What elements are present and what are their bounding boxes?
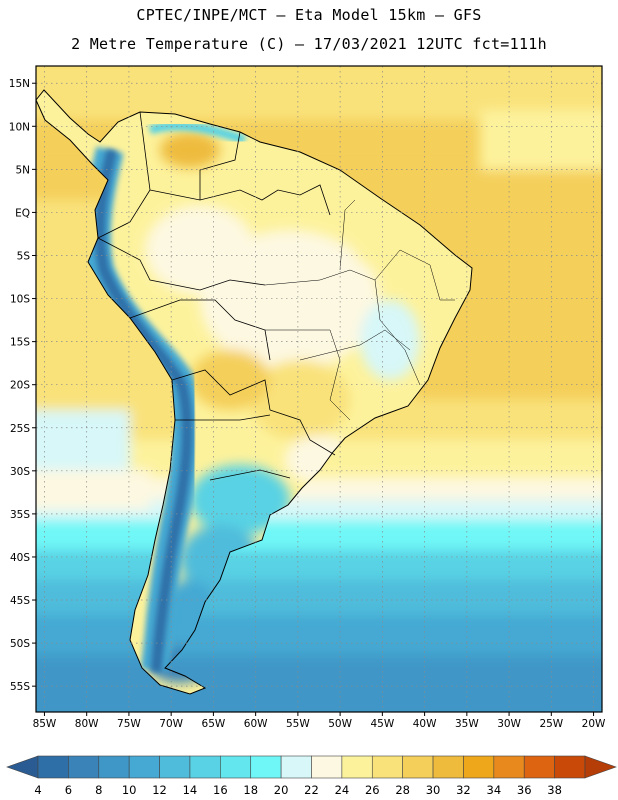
colorbar-label: 30 xyxy=(426,783,441,797)
lon-label: 25W xyxy=(539,718,563,730)
colorbar-label: 22 xyxy=(304,783,319,797)
colorbar-swatch xyxy=(371,755,403,779)
lat-label: 15S xyxy=(10,337,30,349)
colorbar-swatch xyxy=(159,755,191,779)
colorbar-label: 12 xyxy=(152,783,167,797)
colorbar: 4 6 8 10 12 14 16 18 20 22 24 26 28 30 32 34 36 38 xyxy=(6,755,617,797)
colorbar-swatch xyxy=(280,755,312,779)
lat-label: 35S xyxy=(10,509,30,521)
lat-label: 20S xyxy=(10,380,30,392)
colorbar-label: 24 xyxy=(335,783,350,797)
country-borders xyxy=(97,111,336,481)
colorbar-swatch xyxy=(98,755,130,779)
colorbar-label: 32 xyxy=(456,783,471,797)
lat-label: 10S xyxy=(10,294,30,306)
colorbar-swatch xyxy=(37,755,69,779)
lon-label: 50W xyxy=(328,718,352,730)
colorbar-swatch xyxy=(463,755,495,779)
colorbar-swatch xyxy=(493,755,525,779)
colorbar-under-arrow xyxy=(6,755,39,779)
lon-label: 80W xyxy=(75,718,99,730)
colorbar-swatch xyxy=(250,755,282,779)
colorbar-label: 20 xyxy=(274,783,289,797)
lat-label: 50S xyxy=(10,638,30,650)
lat-label: 45S xyxy=(10,595,30,607)
colorbar-label: 38 xyxy=(547,783,562,797)
colorbar-label: 16 xyxy=(213,783,228,797)
lat-label: EQ xyxy=(15,207,30,219)
lat-label: 5N xyxy=(15,164,30,176)
colorbar-label: 8 xyxy=(95,783,102,797)
colorbar-over-arrow xyxy=(584,755,617,779)
lat-label: 5S xyxy=(17,250,31,262)
colorbar-swatch xyxy=(523,755,555,779)
lat-label: 30S xyxy=(10,466,30,478)
lon-label: 35W xyxy=(455,718,479,730)
lat-label: 55S xyxy=(10,681,30,693)
colorbar-label: 36 xyxy=(517,783,532,797)
lon-label: 55W xyxy=(286,718,310,730)
colorbar-label: 18 xyxy=(243,783,258,797)
lon-label: 30W xyxy=(497,718,521,730)
coastline xyxy=(36,89,473,695)
colorbar-label: 4 xyxy=(34,783,41,797)
lat-label: 25S xyxy=(10,423,30,435)
lat-label: 15N xyxy=(9,78,30,90)
colorbar-label: 6 xyxy=(65,783,72,797)
state-borders xyxy=(264,199,455,421)
colorbar-label: 14 xyxy=(183,783,198,797)
colorbar-swatch xyxy=(68,755,100,779)
map-frame xyxy=(35,65,603,713)
colorbar-swatch xyxy=(554,755,586,779)
colorbar-swatch xyxy=(128,755,160,779)
lon-label: 75W xyxy=(117,718,141,730)
colorbar-swatch xyxy=(220,755,252,779)
lon-label: 60W xyxy=(244,718,268,730)
colorbar-swatch xyxy=(311,755,343,779)
lon-label: 20W xyxy=(582,718,606,730)
lon-label: 85W xyxy=(33,718,57,730)
lon-label: 65W xyxy=(202,718,226,730)
colorbar-label: 28 xyxy=(395,783,410,797)
colorbar-label: 26 xyxy=(365,783,380,797)
colorbar-swatch xyxy=(402,755,434,779)
colorbar-label: 34 xyxy=(487,783,502,797)
colorbar-label: 10 xyxy=(122,783,137,797)
lat-label: 10N xyxy=(9,121,30,133)
chart-title-line1: CPTEC/INPE/MCT – Eta Model 15km – GFS xyxy=(136,6,482,24)
lon-label: 70W xyxy=(159,718,183,730)
chart-title-line2: 2 Metre Temperature (C) – 17/03/2021 12U… xyxy=(71,35,547,53)
lat-label: 40S xyxy=(10,552,30,564)
axis-labels: 85W 80W 75W 70W 65W 60W 55W 50W 45W 40W 35W 30W 25W 2… xyxy=(9,78,606,730)
colorbar-swatch xyxy=(432,755,464,779)
lon-label: 40W xyxy=(413,718,437,730)
colorbar-swatch xyxy=(341,755,373,779)
colorbar-swatch xyxy=(189,755,221,779)
lon-label: 45W xyxy=(370,718,394,730)
temperature-field xyxy=(36,66,602,712)
